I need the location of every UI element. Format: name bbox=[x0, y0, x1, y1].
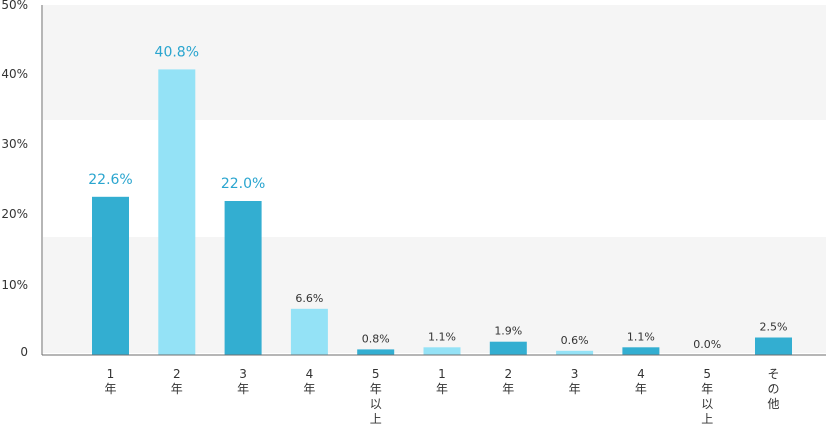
y-tick-label: 40% bbox=[1, 67, 28, 81]
value-label: 22.6% bbox=[88, 172, 132, 188]
value-label: 22.0% bbox=[221, 176, 265, 192]
x-tick-label: その他 bbox=[767, 367, 779, 411]
bars bbox=[92, 69, 792, 356]
value-label: 6.6% bbox=[295, 292, 323, 305]
value-labels: 22.6% 40.8% 22.0% 6.6% 0.8% 1.1% 1.9% 0.6% 1.1% 0… bbox=[88, 44, 787, 351]
bar bbox=[423, 347, 461, 355]
bar bbox=[158, 69, 196, 356]
y-tick-label: 10% bbox=[1, 278, 28, 292]
x-axis-labels: 1 年 2 年 3 年 4 年 5 年以上 1 年 2 年 3 年 4 年 5 年以上 その他 bbox=[104, 367, 779, 425]
bar bbox=[622, 347, 660, 355]
y-tick-label: 50% bbox=[1, 0, 28, 12]
value-label: 2.5% bbox=[760, 321, 788, 334]
y-axis-ticks: 50% 40% 30% 20% 10% 0 bbox=[1, 0, 28, 359]
bar bbox=[92, 196, 129, 355]
y-tick-label: 30% bbox=[1, 137, 28, 151]
bar bbox=[755, 337, 792, 355]
x-tick-label: 5 年以上 bbox=[701, 367, 713, 425]
value-label: 0.8% bbox=[362, 332, 390, 345]
value-label: 1.1% bbox=[428, 330, 456, 343]
value-label: 40.8% bbox=[155, 44, 199, 60]
bar bbox=[489, 341, 527, 355]
y-tick-label: 0 bbox=[20, 345, 28, 359]
y-tick-label: 20% bbox=[1, 207, 28, 221]
bar bbox=[556, 350, 594, 355]
x-tick-label: 5 年以上 bbox=[370, 367, 382, 425]
value-label: 0.6% bbox=[561, 334, 589, 347]
value-label: 0.0% bbox=[693, 338, 721, 351]
bar bbox=[224, 201, 262, 355]
bar bbox=[290, 308, 328, 355]
value-label: 1.1% bbox=[627, 330, 655, 343]
value-label: 1.9% bbox=[494, 325, 522, 338]
bar bbox=[357, 349, 395, 355]
